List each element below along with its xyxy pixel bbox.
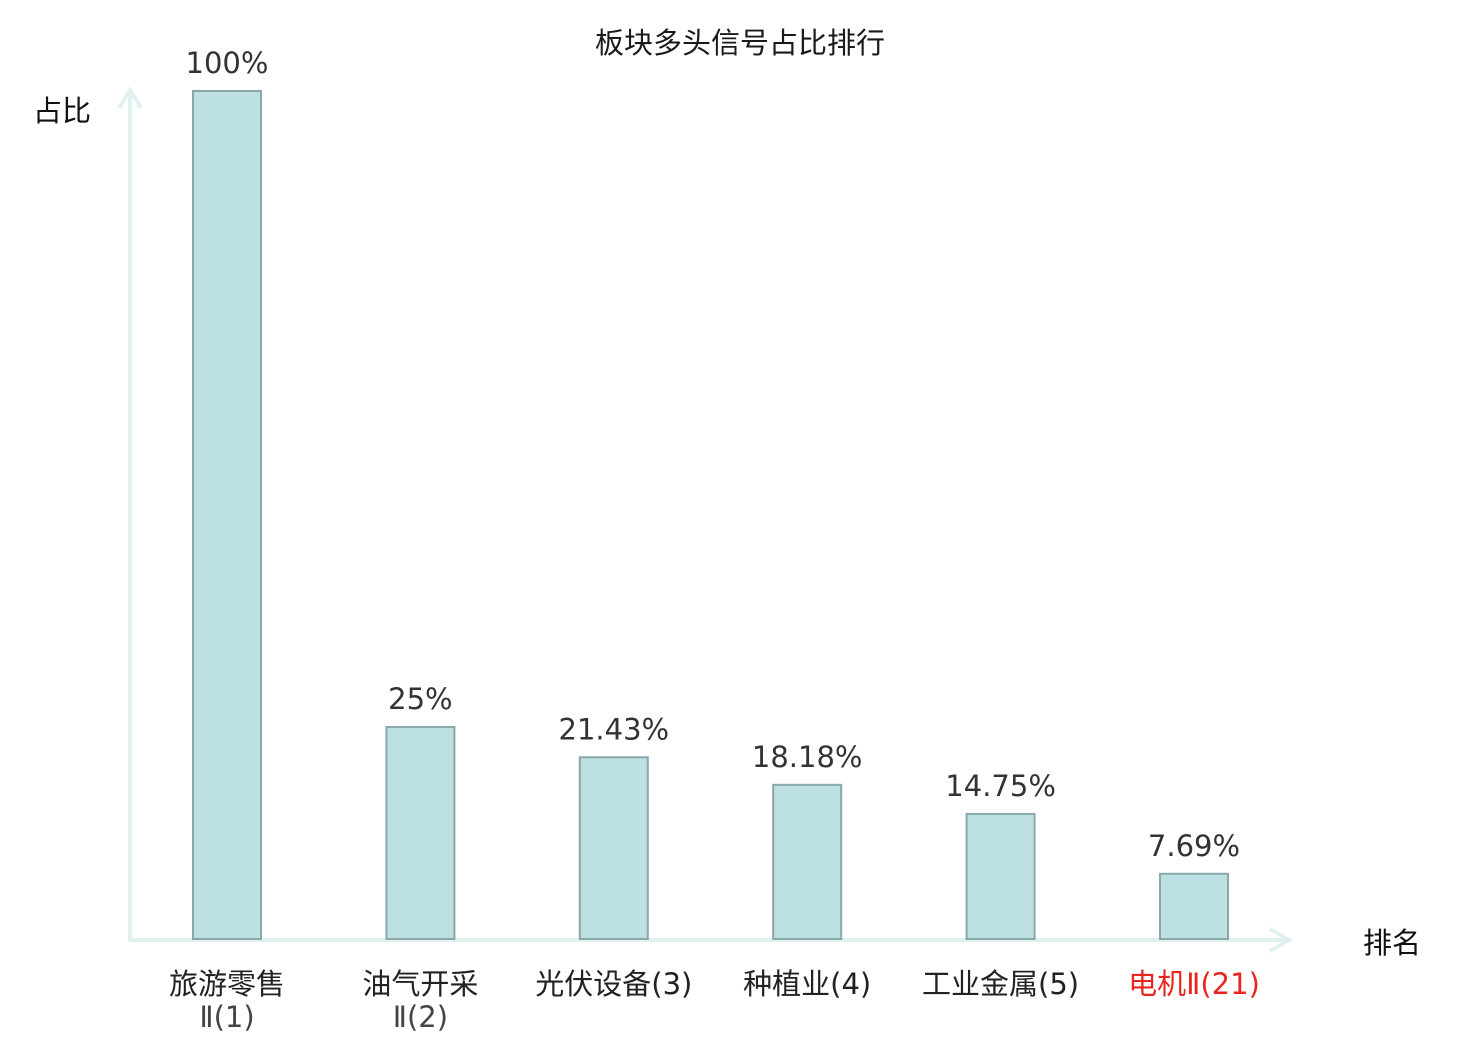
x-tick-label: 工业金属(5) bbox=[922, 967, 1079, 1001]
bar-6 bbox=[1159, 872, 1229, 941]
chart-title: 板块多头信号占比排行 bbox=[595, 26, 885, 60]
x-tick-label: 光伏设备(3) bbox=[535, 967, 692, 1001]
bar-4 bbox=[772, 783, 843, 941]
bar-value-label: 21.43% bbox=[559, 712, 670, 746]
bar-5 bbox=[965, 812, 1036, 940]
bar-2 bbox=[385, 726, 456, 940]
x-axis-label: 排名 bbox=[1363, 926, 1421, 960]
x-tick-label: 电机Ⅱ(21) bbox=[1128, 967, 1260, 1001]
y-axis-label: 占比 bbox=[33, 94, 91, 128]
bar-value-label: 25% bbox=[388, 682, 452, 716]
x-tick-label: Ⅱ(1) bbox=[199, 1000, 254, 1034]
bar-1 bbox=[192, 90, 262, 940]
bar-value-label: 100% bbox=[186, 46, 269, 80]
x-tick-label: 旅游零售 bbox=[169, 967, 285, 1001]
x-tick-label: 油气开采 bbox=[362, 967, 478, 1001]
x-tick-label: Ⅱ(2) bbox=[393, 1000, 448, 1034]
x-tick-label: 种植业(4) bbox=[743, 967, 871, 1001]
y-axis-arrow bbox=[117, 86, 143, 110]
bar-3 bbox=[578, 756, 649, 941]
x-axis-arrow bbox=[1268, 927, 1293, 953]
bar-value-label: 7.69% bbox=[1148, 829, 1240, 863]
bar-value-label: 14.75% bbox=[945, 769, 1056, 803]
bar-value-label: 18.18% bbox=[752, 740, 863, 774]
